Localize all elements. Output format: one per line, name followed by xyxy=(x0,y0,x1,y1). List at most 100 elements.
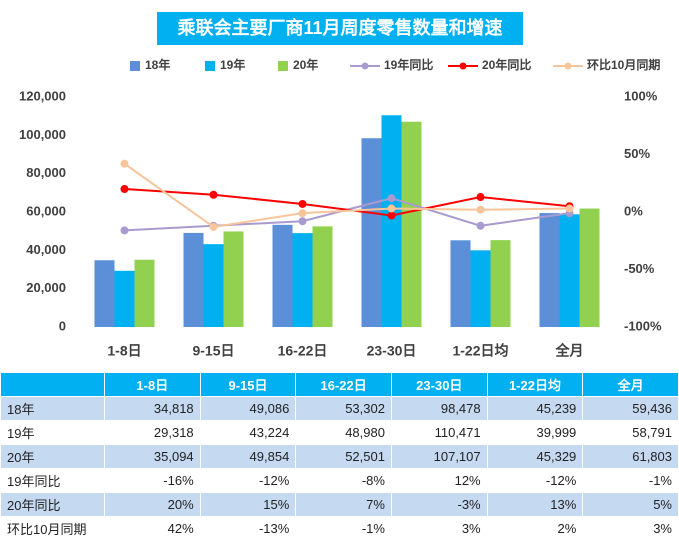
table-cell: 61,803 xyxy=(582,444,679,469)
row-header: 18年 xyxy=(0,396,105,421)
y2-tick-label: -100% xyxy=(624,318,662,333)
line-marker xyxy=(209,190,218,199)
table-cell: 3% xyxy=(582,516,679,541)
x-tick-label: 1-8日 xyxy=(107,343,141,359)
y-tick-label: 60,000 xyxy=(26,203,66,218)
column-header: 1-8日 xyxy=(104,372,201,397)
table-cell: 42% xyxy=(104,516,201,541)
x-tick-label: 1-22日均 xyxy=(452,343,508,359)
y2-tick-label: 50% xyxy=(624,146,650,161)
line-marker xyxy=(120,159,129,168)
table-cell: 49,854 xyxy=(199,444,297,469)
table-cell: -8% xyxy=(295,468,392,493)
chart-title: 乘联会主要厂商11月周度零售数量和增速 xyxy=(176,17,502,38)
table-row: 18年 34,818 49,086 53,302 98,478 45,239 59,436 xyxy=(0,396,679,421)
bar xyxy=(114,270,135,327)
legend-label: 20年 xyxy=(293,57,318,72)
table-cell: 98,478 xyxy=(390,396,488,421)
legend-label: 18年 xyxy=(145,57,170,72)
bar xyxy=(539,213,560,327)
table-cell: 107,107 xyxy=(390,444,488,469)
table-header-row: 1-8日 9-15日 16-22日 23-30日 1-22日均 全月 xyxy=(0,372,679,397)
y-tick-label: 100,000 xyxy=(19,127,66,142)
column-header: 9-15日 xyxy=(199,372,297,397)
legend-swatch xyxy=(205,61,215,71)
table-cell: 39,999 xyxy=(486,420,584,445)
line xyxy=(123,162,570,229)
bar xyxy=(183,232,204,327)
column-header: 1-22日均 xyxy=(486,372,584,397)
table-cell: 59,436 xyxy=(582,396,679,421)
table-cell: 53,302 xyxy=(295,396,392,421)
table-cell: -13% xyxy=(199,516,297,541)
table-cell: 5% xyxy=(582,492,679,517)
table-cell: -16% xyxy=(104,468,201,493)
bar xyxy=(470,250,491,327)
bar xyxy=(223,231,244,327)
table-row: 19年 29,318 43,224 48,980 110,471 39,999 58,791 xyxy=(0,420,679,445)
table-row: 环比10月同期 42% -13% -1% 3% 2% 3% xyxy=(0,516,679,541)
row-header: 19年 xyxy=(0,420,105,445)
row-header: 环比10月同期 xyxy=(0,516,105,541)
legend-swatch xyxy=(361,62,369,70)
table-cell: 34,818 xyxy=(104,396,201,421)
table-cell: 35,094 xyxy=(104,444,201,469)
table-cell: 29,318 xyxy=(104,420,201,445)
bar xyxy=(450,240,471,327)
title-box xyxy=(157,12,523,45)
table-cell: -3% xyxy=(390,492,488,517)
line-marker xyxy=(476,221,485,230)
legend-label: 19年 xyxy=(220,57,245,72)
legend-label: 20年同比 xyxy=(482,57,531,72)
chart: 乘联会主要厂商11月周度零售数量和增速 0 20,000 40,000 60,000 8… xyxy=(19,12,662,359)
table-cell: 48,980 xyxy=(295,420,392,445)
column-header: 23-30日 xyxy=(390,372,488,397)
table-cell: 3% xyxy=(390,516,488,541)
x-tick-label: 全月 xyxy=(555,343,584,359)
legend-label: 环比10月同期 xyxy=(587,57,660,72)
line-marker xyxy=(565,204,574,213)
table-cell: 43,224 xyxy=(199,420,297,445)
bar xyxy=(361,138,382,327)
line-marker xyxy=(476,205,485,214)
line-marker xyxy=(298,217,307,226)
legend-swatch xyxy=(278,61,288,71)
legend-swatch xyxy=(459,62,467,70)
row-header: 20年同比 xyxy=(0,492,105,517)
line xyxy=(124,197,570,232)
table-cell: 49,086 xyxy=(199,396,297,421)
y2-tick-label: -50% xyxy=(624,261,655,276)
table-row: 20年同比 20% 15% 7% -3% 13% 5% xyxy=(0,492,679,517)
bar xyxy=(94,260,115,327)
table-row: 20年 35,094 49,854 52,501 107,107 45,329 61,803 xyxy=(0,444,679,469)
line-marker xyxy=(387,204,396,213)
table-cell: 12% xyxy=(390,468,488,493)
bar xyxy=(401,121,422,328)
bar xyxy=(381,115,402,327)
line-marker xyxy=(387,194,396,203)
table-cell: -1% xyxy=(295,516,392,541)
table-cell: 15% xyxy=(199,492,297,517)
y2-tick-label: 0% xyxy=(624,203,643,218)
x-tick-label: 9-15日 xyxy=(192,343,234,359)
table-cell: 45,329 xyxy=(486,444,584,469)
table-cell: 2% xyxy=(486,516,584,541)
column-header: 16-22日 xyxy=(295,372,392,397)
table-cell: -1% xyxy=(582,468,679,493)
table-cell: -12% xyxy=(486,468,584,493)
legend-swatch xyxy=(130,61,140,71)
table-cell: 58,791 xyxy=(582,420,679,445)
table-corner xyxy=(0,372,105,397)
line-marker xyxy=(120,185,129,193)
row-header: 20年 xyxy=(0,444,105,469)
legend-swatch xyxy=(564,62,572,70)
line-marker xyxy=(476,193,485,202)
line xyxy=(124,188,570,217)
y-tick-label: 0 xyxy=(59,318,66,333)
table-cell: 52,501 xyxy=(295,444,392,469)
y-tick-label: 80,000 xyxy=(26,165,66,180)
row-header: 19年同比 xyxy=(0,468,105,493)
x-tick-label: 23-30日 xyxy=(367,343,417,359)
y-tick-label: 20,000 xyxy=(26,280,66,295)
